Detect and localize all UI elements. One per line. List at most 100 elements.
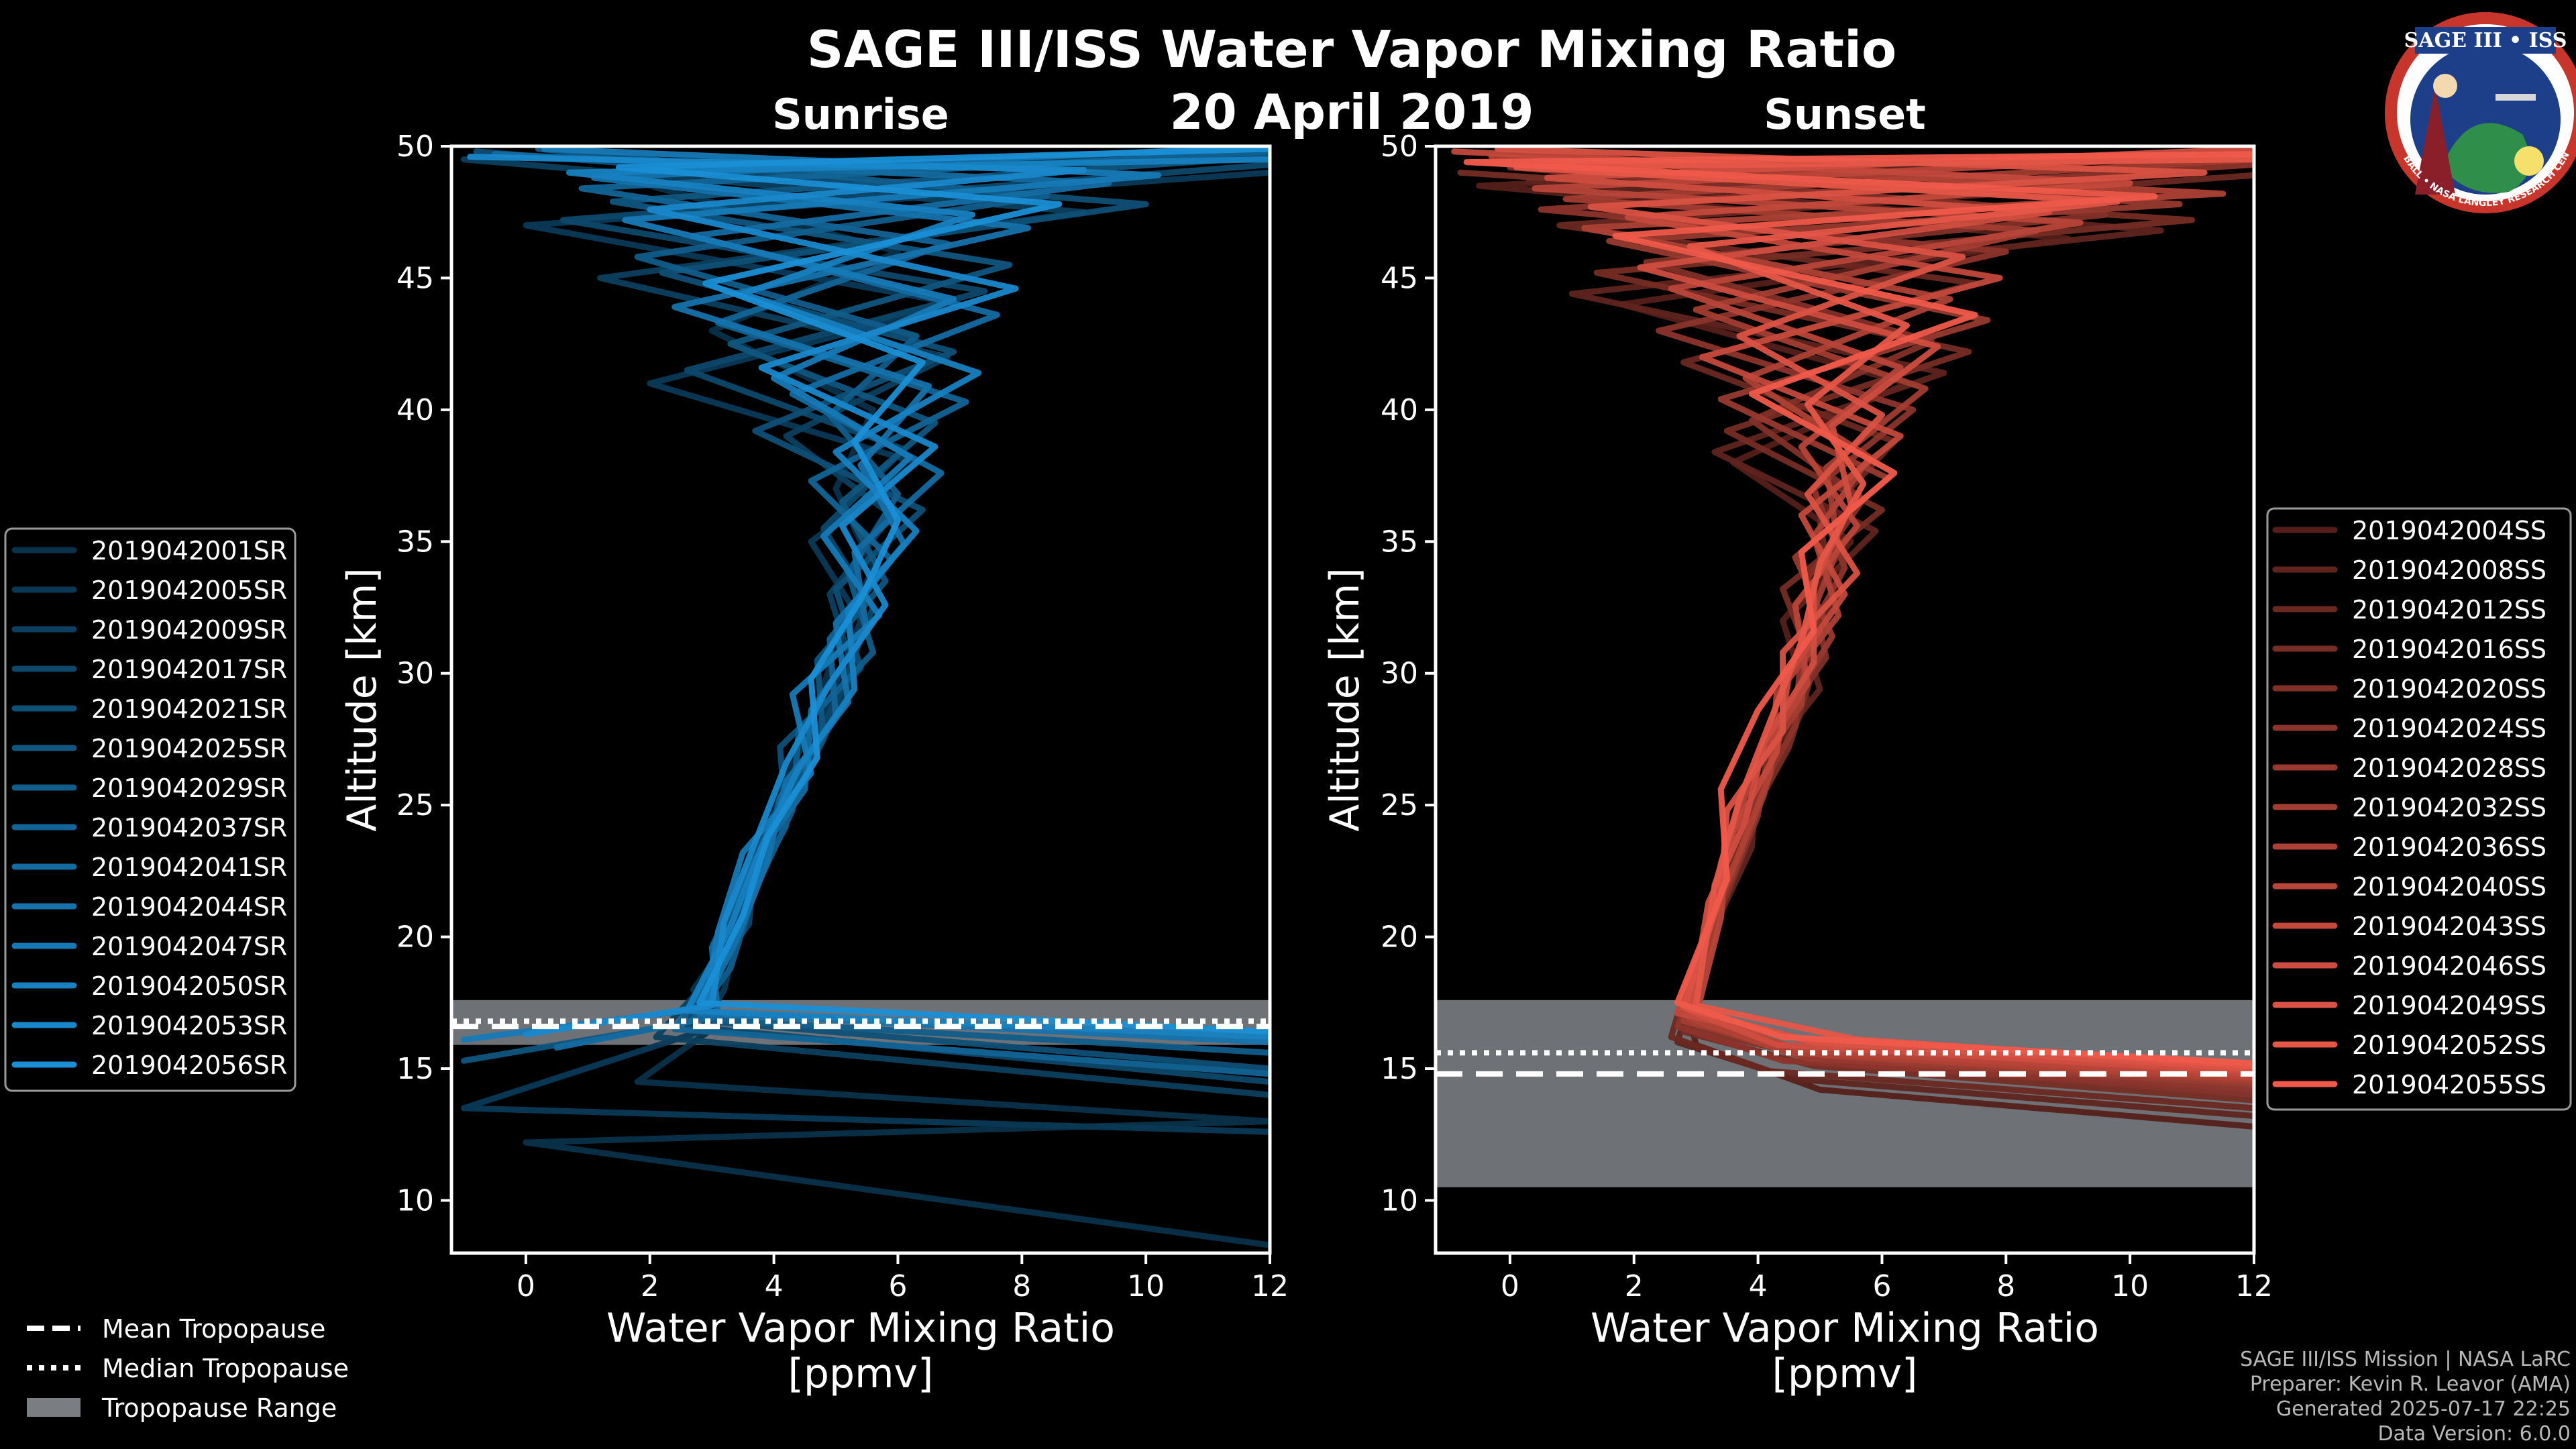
sunset-legend-box bbox=[2266, 507, 2572, 1111]
sunrise-profiles bbox=[461, 146, 1270, 1248]
logo-title: SAGE III • ISS bbox=[2404, 29, 2567, 52]
sunrise-profile-2019042053SR bbox=[467, 154, 1087, 1038]
sunset-profile-2019042049SS bbox=[1494, 146, 2254, 1072]
sunset-x-ticks: 0 2 4 6 8 10 12 bbox=[1501, 1253, 2273, 1303]
sunset-legend-label: 2019042049SS bbox=[2352, 991, 2546, 1020]
sunrise-x-tick-label: 4 bbox=[765, 1269, 784, 1303]
sunset-x-tick-label: 12 bbox=[2235, 1269, 2273, 1303]
sunset-y-ticks: 10 15 20 25 30 35 40 45 50 bbox=[1381, 129, 1436, 1218]
sunrise-x-tick-label: 6 bbox=[888, 1269, 907, 1303]
sunrise-y-ticks: 10 15 20 25 30 35 40 45 50 bbox=[396, 129, 451, 1218]
sunset-panel: 0 2 4 6 8 10 12 10 15 20 25 30 35 40 45 50 Altitude [k… bbox=[1322, 129, 2273, 1397]
sunrise-y-tick-label: 50 bbox=[396, 129, 434, 164]
sunrise-y-tick-label: 35 bbox=[396, 525, 434, 559]
sunset-x-tick-label: 0 bbox=[1501, 1269, 1519, 1303]
sunrise-legend-label: 2019042025SR bbox=[91, 734, 287, 763]
sunrise-legend-label: 2019042050SR bbox=[91, 971, 287, 1001]
sunrise-x-tick-label: 8 bbox=[1012, 1269, 1031, 1303]
sunset-legend-label: 2019042016SS bbox=[2352, 635, 2546, 664]
sunset-profile-2019042040SS bbox=[1532, 151, 2254, 1080]
sunrise-y-tick-label: 45 bbox=[396, 261, 434, 295]
sunrise-legend-label: 2019042056SR bbox=[91, 1051, 287, 1080]
tropopause-legend: Mean Tropopause Median Tropopause Tropopau… bbox=[27, 1314, 349, 1423]
chart-date: 20 April 2019 bbox=[1170, 84, 1534, 140]
sunset-profile-2019042052SS bbox=[1513, 156, 2254, 1069]
tropopause-legend-label: Tropopause Range bbox=[101, 1393, 337, 1423]
sunset-y-tick-label: 30 bbox=[1381, 657, 1418, 691]
tropopause-range-swatch bbox=[27, 1398, 80, 1417]
sunset-legend-label: 2019042004SS bbox=[2352, 516, 2546, 545]
credit-data-version: Data Version: 6.0.0 bbox=[2378, 1422, 2571, 1446]
sunset-y-tick-label: 25 bbox=[1381, 788, 1418, 822]
sunrise-legend-label: 2019042001SR bbox=[91, 536, 287, 566]
logo-earth-shape bbox=[2442, 123, 2530, 193]
sunset-legend-label: 2019042052SS bbox=[2352, 1030, 2546, 1060]
sunrise-plot-area bbox=[451, 146, 1270, 1253]
sunset-legend-label: 2019042020SS bbox=[2352, 674, 2546, 704]
sunset-y-tick-label: 10 bbox=[1381, 1183, 1418, 1218]
sunrise-legend-label: 2019042037SR bbox=[91, 813, 287, 843]
sunrise-y-tick-label: 25 bbox=[396, 788, 434, 822]
sunset-x-tick-label: 6 bbox=[1872, 1269, 1891, 1303]
sunrise-x-ticks: 0 2 4 6 8 10 12 bbox=[517, 1253, 1289, 1303]
sunset-legend-label: 2019042036SS bbox=[2352, 833, 2546, 862]
sunset-x-axis-label: Water Vapor Mixing Ratio bbox=[1591, 1305, 2099, 1352]
chart-title: SAGE III/ISS Water Vapor Mixing Ratio bbox=[807, 19, 1897, 79]
sunrise-legend-label: 2019042029SR bbox=[91, 773, 287, 803]
sunset-legend-label: 2019042032SS bbox=[2352, 793, 2546, 822]
sunset-y-tick-label: 20 bbox=[1381, 920, 1418, 955]
sunset-x-tick-label: 10 bbox=[2111, 1269, 2149, 1303]
sunset-legend-label: 2019042008SS bbox=[2352, 555, 2546, 585]
sunset-panel-title: Sunset bbox=[1764, 90, 1926, 139]
credit-mission: SAGE III/ISS Mission | NASA LaRC bbox=[2240, 1348, 2571, 1371]
sunrise-panel-title: Sunrise bbox=[772, 90, 949, 139]
sunrise-x-tick-label: 10 bbox=[1127, 1269, 1165, 1303]
sunrise-legend-label: 2019042041SR bbox=[91, 853, 287, 882]
sunrise-y-tick-label: 20 bbox=[396, 920, 434, 955]
sunset-legend-label: 2019042040SS bbox=[2352, 872, 2546, 902]
sunrise-x-tick-label: 0 bbox=[517, 1269, 535, 1303]
sunrise-profile-2019042056SR bbox=[616, 146, 1270, 1035]
sunset-x-tick-label: 4 bbox=[1749, 1269, 1768, 1303]
sunrise-y-axis-label: Altitude [km] bbox=[339, 568, 386, 832]
sunrise-legend-label: 2019042044SR bbox=[91, 892, 287, 922]
sunset-legend-label: 2019042046SS bbox=[2352, 951, 2546, 981]
sunrise-x-tick-label: 12 bbox=[1251, 1269, 1289, 1303]
sunset-legend-label: 2019042028SS bbox=[2352, 753, 2546, 783]
sunrise-legend-box bbox=[4, 527, 297, 1092]
logo-figure-shape bbox=[2415, 87, 2455, 195]
sunrise-y-tick-label: 30 bbox=[396, 657, 434, 691]
sunset-profiles bbox=[1451, 146, 2254, 1130]
sunrise-plot-frame bbox=[449, 144, 1272, 1255]
sunset-y-tick-label: 35 bbox=[1381, 525, 1418, 559]
sunset-legend-label: 2019042043SS bbox=[2352, 912, 2546, 941]
sunset-plot-frame bbox=[1434, 144, 2256, 1255]
sunrise-profile-2019042050SR bbox=[566, 156, 1270, 1040]
sunrise-legend-label: 2019042053SR bbox=[91, 1011, 287, 1040]
credits: SAGE III/ISS Mission | NASA LaRC Prepare… bbox=[2240, 1348, 2571, 1446]
sunset-y-tick-label: 40 bbox=[1381, 393, 1418, 427]
sunrise-y-tick-label: 10 bbox=[396, 1183, 434, 1218]
sunset-x-tick-label: 2 bbox=[1625, 1269, 1644, 1303]
sunrise-legend-label: 2019042021SR bbox=[91, 694, 287, 724]
sunrise-y-tick-label: 15 bbox=[396, 1052, 434, 1086]
sunset-profile-2019042055SS bbox=[1463, 151, 2254, 1067]
sunrise-x-axis-unit: [ppmv] bbox=[788, 1350, 934, 1397]
credit-preparer: Preparer: Kevin R. Leavor (AMA) bbox=[2250, 1373, 2571, 1396]
sunset-legend: 2019042004SS 2019042008SS 2019042012SS 2019… bbox=[2266, 507, 2572, 1111]
sunrise-panel: 0 2 4 6 8 10 12 10 15 20 25 30 35 40 45 50 Altitude [k… bbox=[339, 129, 1289, 1397]
sunrise-y-tick-label: 40 bbox=[396, 393, 434, 427]
sunset-y-tick-label: 50 bbox=[1381, 129, 1418, 164]
sunrise-legend-label: 2019042009SR bbox=[91, 615, 287, 645]
credit-generated: Generated 2025-07-17 22:25 bbox=[2276, 1397, 2571, 1421]
sunset-legend-label: 2019042024SS bbox=[2352, 714, 2546, 743]
sunset-legend-label: 2019042055SS bbox=[2352, 1070, 2546, 1099]
sunrise-x-tick-label: 2 bbox=[641, 1269, 659, 1303]
sunset-y-tick-label: 45 bbox=[1381, 261, 1418, 295]
tropopause-legend-label: Median Tropopause bbox=[102, 1354, 349, 1383]
tropopause-legend-label: Mean Tropopause bbox=[102, 1314, 325, 1344]
logo-figure-head bbox=[2433, 74, 2457, 98]
logo-sun-icon bbox=[2514, 146, 2544, 176]
sunrise-legend: 2019042001SR 2019042005SR 2019042009SR 2019… bbox=[4, 527, 297, 1092]
sunrise-legend-label: 2019042017SR bbox=[91, 655, 287, 684]
